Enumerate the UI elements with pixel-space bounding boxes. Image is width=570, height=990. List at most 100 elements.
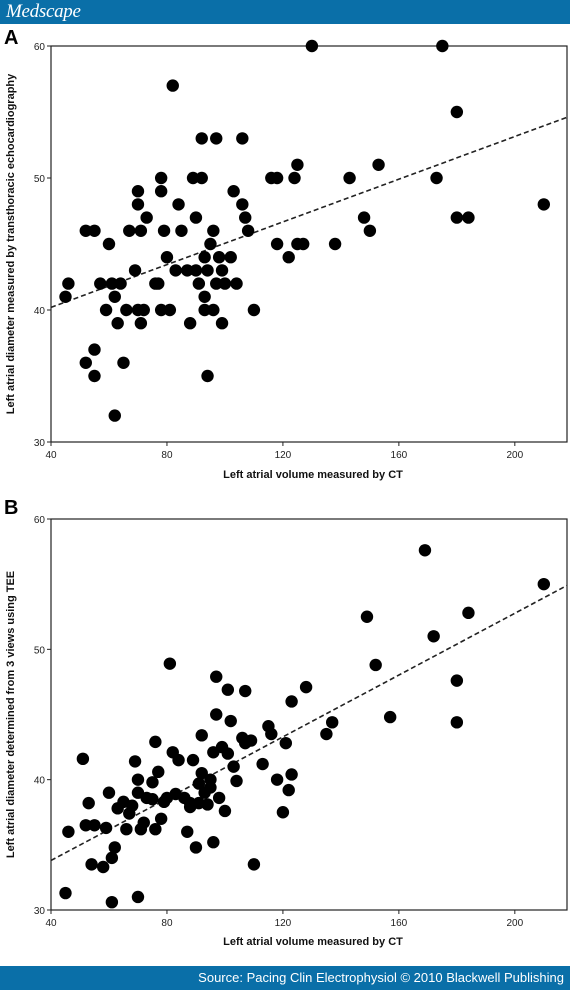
data-point: [198, 251, 211, 264]
data-point: [450, 105, 464, 119]
data-point: [363, 224, 377, 237]
y-tick-label: 60: [34, 515, 46, 526]
data-point: [244, 734, 258, 747]
data-point: [207, 303, 220, 317]
y-axis-title: Left atrial diameter determined from 3 v…: [5, 571, 17, 858]
data-point: [62, 825, 75, 838]
trend-line: [50, 584, 568, 862]
data-point: [62, 277, 75, 290]
data-point: [181, 825, 194, 838]
data-point: [462, 211, 475, 224]
data-point: [265, 727, 278, 741]
data-point: [131, 773, 145, 786]
data-point: [154, 171, 168, 185]
data-point: [195, 132, 208, 145]
data-point: [215, 317, 229, 330]
data-point: [227, 760, 240, 773]
y-tick-label: 40: [34, 776, 46, 787]
data-point: [96, 860, 110, 874]
y-axis-title: Left atrial diameter measured by transth…: [5, 73, 17, 414]
data-point: [111, 317, 124, 330]
data-point: [198, 303, 211, 317]
data-point: [285, 768, 298, 781]
data-point: [218, 277, 232, 290]
data-point: [79, 819, 92, 832]
data-point: [128, 264, 142, 277]
data-point: [247, 858, 261, 871]
data-point: [186, 171, 200, 185]
data-point: [270, 171, 284, 185]
data-point: [450, 211, 464, 224]
data-point: [462, 606, 475, 620]
data-point: [224, 714, 237, 728]
data-point: [360, 610, 374, 623]
data-point: [120, 303, 133, 317]
data-point: [88, 819, 101, 832]
data-point: [195, 171, 208, 185]
data-point: [157, 224, 171, 237]
data-point: [192, 277, 206, 290]
data-point: [169, 264, 182, 277]
data-point: [383, 710, 397, 724]
data-point: [256, 757, 269, 771]
data-point: [221, 683, 235, 696]
x-tick-label: 120: [275, 450, 292, 461]
x-tick-label: 40: [45, 918, 57, 929]
data-point: [134, 224, 148, 237]
panel-label: B: [4, 497, 18, 519]
data-point: [181, 264, 194, 277]
data-point: [99, 821, 113, 835]
data-point: [299, 680, 313, 694]
data-point: [450, 674, 464, 687]
data-point: [270, 773, 284, 786]
y-tick-label: 40: [34, 306, 46, 317]
data-point: [149, 822, 162, 836]
data-point: [230, 277, 243, 290]
data-point: [305, 39, 319, 53]
data-point: [154, 303, 168, 317]
data-point: [247, 303, 261, 317]
data-point: [276, 806, 290, 819]
data-point: [59, 886, 72, 900]
panel-label: A: [4, 27, 18, 49]
data-point: [131, 185, 145, 198]
data-point: [369, 658, 382, 672]
y-tick-label: 50: [34, 645, 46, 656]
data-point: [172, 753, 185, 767]
data-point: [163, 657, 177, 670]
data-point: [204, 237, 217, 251]
data-point: [114, 277, 127, 290]
data-point: [201, 264, 214, 277]
data-point: [210, 670, 223, 683]
data-point: [279, 736, 293, 750]
data-point: [285, 695, 298, 708]
x-tick-label: 160: [391, 918, 408, 929]
data-point: [105, 895, 119, 909]
data-point: [94, 277, 107, 290]
data-point: [120, 822, 133, 836]
data-point: [357, 211, 371, 224]
data-point: [105, 851, 119, 865]
data-point: [134, 317, 148, 330]
data-point: [175, 224, 188, 237]
data-point: [123, 224, 136, 237]
data-point: [201, 798, 214, 811]
plot-frame: [50, 518, 568, 911]
data-point: [160, 251, 174, 264]
x-tick-label: 200: [506, 918, 523, 929]
data-point: [76, 752, 90, 766]
x-axis-title: Left atrial volume measured by CT: [223, 469, 403, 481]
data-point: [224, 251, 237, 264]
data-point: [241, 224, 255, 237]
data-point: [215, 264, 229, 277]
data-point: [131, 198, 145, 211]
data-point: [430, 171, 443, 185]
data-point: [537, 577, 551, 591]
data-point: [297, 237, 310, 251]
data-point: [172, 198, 185, 211]
data-point: [207, 224, 220, 237]
data-point: [88, 343, 101, 356]
x-tick-label: 80: [161, 450, 173, 461]
data-point: [212, 791, 226, 805]
y-tick-label: 60: [34, 42, 46, 53]
